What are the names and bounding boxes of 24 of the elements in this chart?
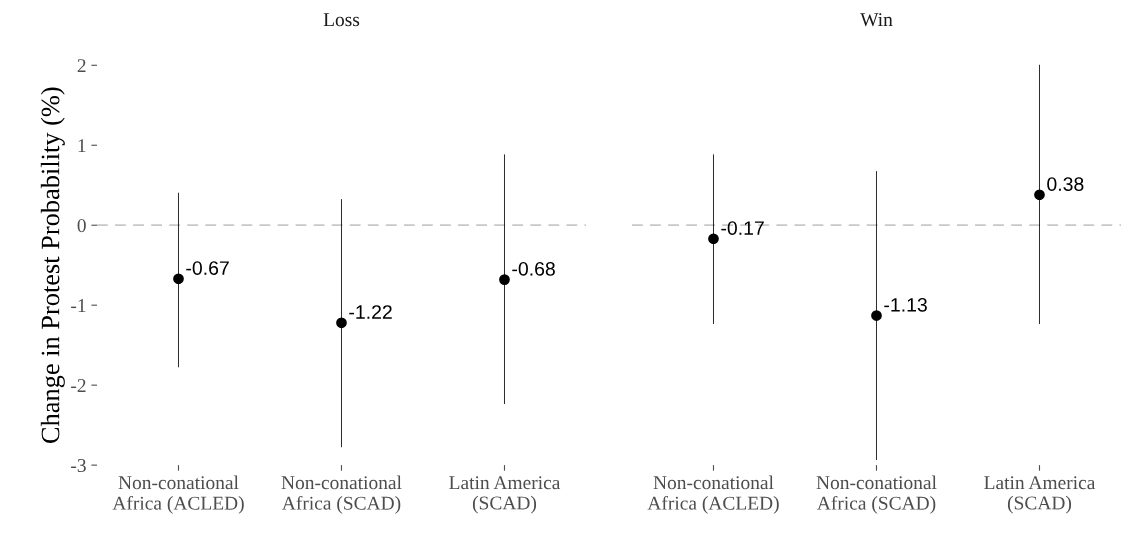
x-tick-label: Non-conational Africa (SCAD) xyxy=(816,475,937,514)
x-tick-label: Non-conational Africa (ACLED) xyxy=(112,475,244,514)
x-tick-label: Non-conational Africa (SCAD) xyxy=(281,475,402,514)
y-tick-label: -3 xyxy=(71,458,86,473)
y-tick-label: 2 xyxy=(77,59,86,73)
data-label: -1.13 xyxy=(884,297,927,312)
y-axis-title: Change in Protest Probability (%) xyxy=(40,87,65,443)
x-tick-label: Non-conational Africa (ACLED) xyxy=(647,475,779,514)
data-label: -0.67 xyxy=(186,261,229,275)
chart-title: Win xyxy=(860,13,893,27)
data-label: 0.38 xyxy=(1047,177,1084,191)
x-tick-label: Latin America (SCAD) xyxy=(984,476,1096,514)
point xyxy=(336,317,347,329)
y-tick-label: -1 xyxy=(71,299,86,312)
y-tick-label: 1 xyxy=(78,139,86,152)
data-label: -0.17 xyxy=(721,221,764,235)
data-label: -0.68 xyxy=(512,261,555,276)
point xyxy=(499,274,510,285)
point xyxy=(173,273,184,285)
y-tick-label: 0 xyxy=(77,219,86,233)
chart-title: Loss xyxy=(323,13,360,27)
y-tick-label: -2 xyxy=(71,379,86,392)
data-label: -1.22 xyxy=(349,305,392,319)
x-tick-label: Latin America (SCAD) xyxy=(449,476,561,514)
